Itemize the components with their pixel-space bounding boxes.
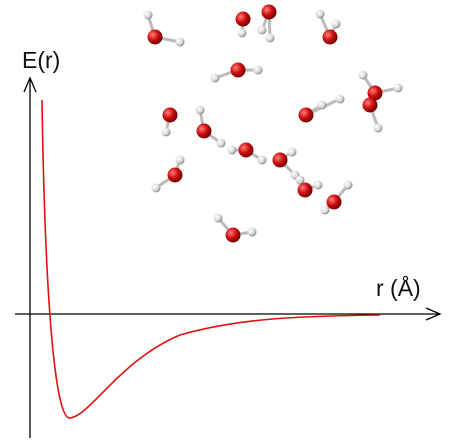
hydrogen-atom	[317, 100, 327, 110]
oxygen-atom	[167, 167, 183, 183]
hydrogen-atom	[313, 180, 323, 190]
oxygen-atom	[162, 107, 178, 123]
oxygen-atom	[261, 4, 277, 20]
y-axis-label: E(r)	[22, 47, 60, 73]
water-molecule	[320, 180, 353, 215]
hydrogen-atom	[247, 227, 257, 237]
hydrogen-atom	[227, 145, 237, 155]
hydrogen-atom	[315, 9, 325, 19]
hydrogen-atom	[237, 28, 247, 38]
water-molecule	[151, 155, 185, 193]
water-molecule	[195, 105, 226, 148]
hydrogen-atom	[175, 37, 185, 47]
hydrogen-atom	[358, 70, 368, 80]
hydrogen-atom	[287, 147, 297, 157]
hydrogen-atom	[210, 73, 220, 83]
water-molecule	[315, 9, 341, 45]
oxygen-atom	[322, 29, 338, 45]
water-molecule	[227, 142, 267, 165]
x-axis-arrow	[425, 307, 442, 321]
oxygen-atom	[147, 29, 163, 45]
oxygen-atom	[272, 152, 288, 168]
oxygen-atom	[367, 85, 383, 101]
water-molecule	[272, 147, 300, 180]
water-molecule	[358, 70, 403, 101]
hydrogen-atom	[257, 155, 267, 165]
hydrogen-atom	[195, 105, 205, 115]
water-molecule	[161, 107, 178, 137]
hydrogen-atom	[216, 138, 226, 148]
water-molecule	[298, 94, 345, 123]
water-molecule	[143, 10, 185, 47]
hydrogen-atom	[343, 180, 353, 190]
water-molecule	[362, 97, 383, 133]
water-molecule	[257, 4, 277, 43]
hydrogen-atom	[151, 183, 161, 193]
oxygen-atom	[362, 97, 378, 113]
oxygen-atom	[196, 123, 212, 139]
oxygen-atom	[326, 194, 342, 210]
y-axis-arrow	[23, 76, 37, 93]
hydrogen-atom	[213, 213, 223, 223]
hydrogen-atom	[175, 155, 185, 165]
oxygen-atom	[235, 11, 251, 27]
oxygen-atom	[225, 227, 241, 243]
hydrogen-atom	[373, 123, 383, 133]
water-molecule	[235, 11, 251, 38]
hydrogen-atom	[295, 175, 305, 185]
hydrogen-atom	[320, 205, 330, 215]
hydrogen-atom	[253, 65, 263, 75]
potential-curve	[41, 99, 381, 419]
hydrogen-atom	[143, 10, 153, 20]
oxygen-atom	[297, 182, 313, 198]
hydrogen-atom	[265, 33, 275, 43]
oxygen-atom	[238, 142, 254, 158]
hydrogen-atom	[331, 19, 341, 29]
x-axis-label: r (Å)	[376, 274, 421, 301]
water-molecules	[143, 4, 403, 243]
hydrogen-atom	[335, 94, 345, 104]
hydrogen-atom	[161, 127, 171, 137]
water-molecule	[295, 175, 323, 198]
oxygen-atom	[298, 107, 314, 123]
oxygen-atom	[230, 62, 246, 78]
water-molecule	[210, 62, 263, 83]
water-molecule	[213, 213, 257, 243]
hydrogen-atom	[257, 25, 267, 35]
hydrogen-atom	[393, 83, 403, 93]
